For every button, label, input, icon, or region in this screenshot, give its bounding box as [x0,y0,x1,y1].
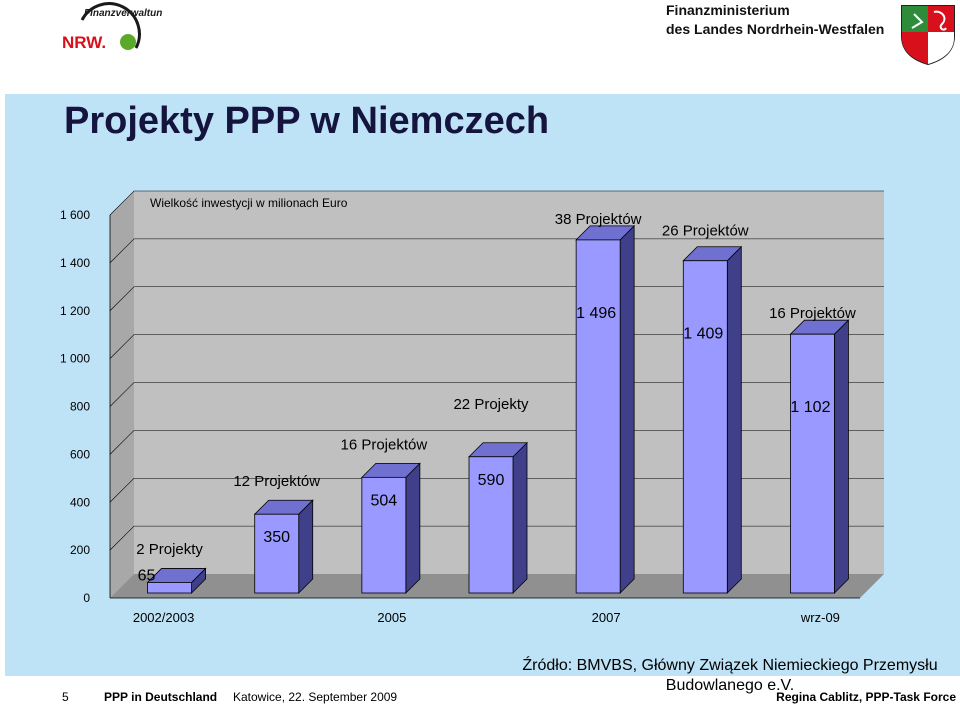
data-label: 1 496 [576,305,616,322]
bar [147,582,192,594]
y-tick-label: 400 [70,495,90,509]
data-label: 1 409 [683,326,723,343]
ministry-line1: Finanzministerium [666,2,790,18]
project-count-label: 12 Projektów [233,473,320,490]
bar [682,260,728,594]
y-tick-label: 800 [70,400,90,414]
x-tick-label: wrz-09 [800,610,840,625]
logo-text-top: Finanzverwaltung [84,8,162,19]
ministry-name: Finanzministerium des Landes Nordrhein-W… [666,2,884,37]
data-label: 590 [478,472,505,489]
bar-side [834,319,849,594]
bar [575,239,621,594]
project-count-label: 38 Projektów [555,211,642,228]
x-tick-label: 2005 [377,610,406,625]
data-label: 65 [138,567,156,584]
footer-place-date: Katowice, 22. September 2009 [233,690,398,704]
bar-side [405,462,421,594]
y-tick-label: 0 [83,591,90,605]
y-tick-label: 200 [70,543,90,557]
slide-number: 5 [62,690,69,704]
y-tick-label: 1 400 [60,256,90,270]
ministry-line2: des Landes Nordrhein-Westfalen [666,21,885,37]
nrw-coat-of-arms-icon [901,5,955,66]
gridline [109,190,884,216]
data-label: 350 [263,529,290,546]
footer-author: Regina Cablitz, PPP-Task Force [776,690,956,704]
y-tick-label: 1 200 [60,304,90,318]
source-note: Źródło: BMVBS, Główny Związek Niemieckie… [522,657,938,694]
bar-side [726,245,742,594]
bar-side [512,441,528,594]
project-count-label: 22 Projekty [453,396,529,413]
chart-title: Wielkość inwestycji w milionach Euro [150,196,348,210]
x-tick-label: 2007 [592,610,621,625]
y-tick-label: 1 600 [60,208,90,222]
slide-title: Projekty PPP w Niemczech [64,100,550,142]
footer-event: PPP in Deutschland [104,690,218,704]
project-count-label: 26 Projektów [662,223,749,240]
finanzverwaltung-nrw-logo: Finanzverwaltung NRW. [62,2,162,52]
data-label: 504 [371,492,398,509]
y-tick-label: 1 000 [60,352,90,366]
project-count-label: 16 Projektów [340,436,427,453]
data-label: 1 102 [790,399,830,416]
bar [790,333,835,594]
bar [468,456,514,594]
logo-text-main: NRW. [62,33,106,52]
project-count-label: 16 Projektów [769,305,856,322]
project-count-label: 2 Projekty [136,541,203,558]
bar [254,513,300,594]
bar-side [298,499,314,594]
x-tick-label: 2002/2003 [133,610,194,625]
y-tick-label: 600 [70,447,90,461]
bar-side [619,224,635,594]
bar [361,476,407,594]
